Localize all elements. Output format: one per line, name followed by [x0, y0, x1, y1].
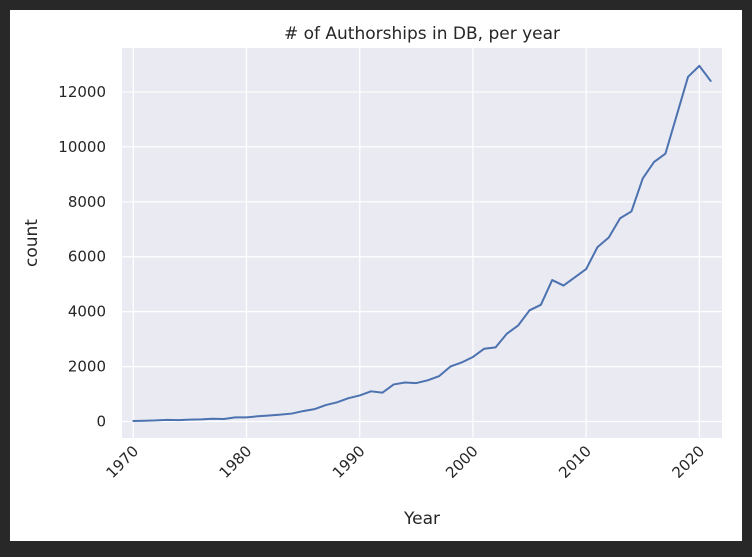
- y-tick-label: 8000: [68, 193, 106, 211]
- chart-title: # of Authorships in DB, per year: [284, 24, 560, 44]
- x-tick-label: 2000: [442, 442, 482, 482]
- y-tick-label: 12000: [58, 83, 106, 101]
- plot-area: [122, 48, 722, 438]
- series-line: [132, 64, 712, 422]
- x-tick-label: 2010: [555, 442, 595, 482]
- gridlines: [122, 48, 722, 438]
- x-tick-labels: 1970 1980 1990 2000 2010 2020: [102, 442, 708, 482]
- line-chart: 1970 1980 1990 2000 2010 2020 0 2000 4000 6000 80…: [22, 24, 722, 529]
- x-tick-label: 1980: [216, 442, 256, 482]
- chart-frame: 1970 1980 1990 2000 2010 2020 0 2000 4000 6000 80…: [10, 10, 742, 541]
- x-tick-label: 1990: [329, 442, 369, 482]
- y-tick-label: 6000: [68, 248, 106, 266]
- x-tick-label: 2020: [668, 442, 708, 482]
- y-tick-label: 4000: [68, 303, 106, 321]
- y-tick-labels: 0 2000 4000 6000 8000 10000 12000: [58, 83, 106, 431]
- x-tick-label: 1970: [102, 442, 142, 482]
- x-axis-title: Year: [403, 509, 440, 529]
- y-tick-label: 0: [96, 413, 106, 431]
- y-tick-label: 10000: [58, 138, 106, 156]
- y-tick-label: 2000: [68, 358, 106, 376]
- y-axis-title: count: [22, 219, 42, 267]
